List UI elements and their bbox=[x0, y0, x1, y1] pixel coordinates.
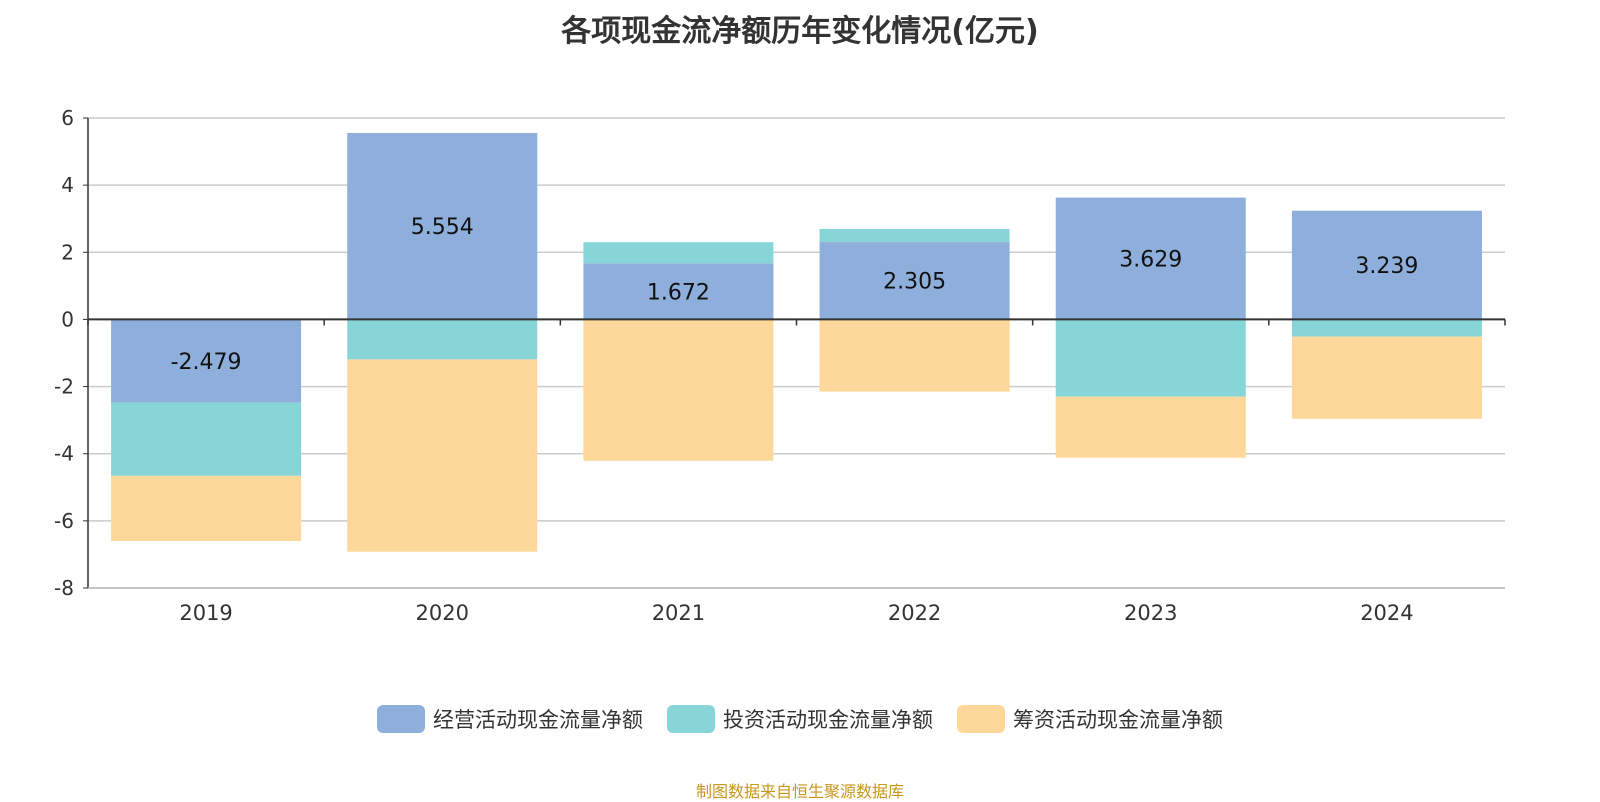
y-tick-label: 6 bbox=[61, 106, 74, 130]
bar-2023-s0 bbox=[1055, 197, 1246, 320]
legend-swatch bbox=[377, 705, 425, 733]
data-label: 5.554 bbox=[411, 215, 474, 240]
bar-2020-s2 bbox=[347, 359, 538, 552]
y-tick-label: 0 bbox=[61, 307, 74, 331]
bar-2024-s0 bbox=[1291, 210, 1482, 320]
y-tick-label: -2 bbox=[54, 375, 74, 399]
legend-label: 筹资活动现金流量净额 bbox=[1013, 708, 1223, 732]
x-tick-label: 2024 bbox=[1360, 601, 1413, 625]
y-tick-label: -6 bbox=[54, 509, 74, 533]
x-tick-label: 2021 bbox=[652, 601, 705, 625]
legend-item-investing[interactable]: 投资活动现金流量净额 bbox=[667, 704, 933, 734]
x-tick-label: 2022 bbox=[888, 601, 941, 625]
bar-2019-s2 bbox=[111, 475, 302, 541]
bar-2024-s1 bbox=[1291, 319, 1482, 337]
bar-2021-s2 bbox=[583, 319, 774, 461]
bar-chart: 6 4 2 0 -2 -4 -6 -8 -2.479 2019 5.554 2020 1.672 2021… bbox=[54, 106, 1506, 625]
source-note: 制图数据来自恒生聚源数据库 bbox=[695, 782, 904, 801]
bar-2019-s1 bbox=[111, 402, 302, 476]
chart-title: 各项现金流净额历年变化情况(亿元) bbox=[561, 14, 1039, 49]
data-label: -2.479 bbox=[171, 350, 242, 375]
data-label: 3.239 bbox=[1355, 254, 1418, 279]
bar-2019-s0 bbox=[111, 319, 302, 403]
legend-swatch bbox=[957, 705, 1005, 733]
y-tick-label: 4 bbox=[61, 173, 74, 197]
y-tick-label: 2 bbox=[61, 240, 74, 264]
data-label: 1.672 bbox=[647, 280, 710, 305]
bar-2021-s0 bbox=[583, 263, 774, 320]
x-tick-label: 2019 bbox=[179, 601, 232, 625]
data-label: 3.629 bbox=[1119, 248, 1182, 273]
legend-item-operating[interactable]: 经营活动现金流量净额 bbox=[377, 704, 643, 734]
x-tick-label: 2023 bbox=[1124, 601, 1177, 625]
legend-label: 经营活动现金流量净额 bbox=[433, 708, 643, 732]
x-tick-label: 2020 bbox=[416, 601, 469, 625]
legend-label: 投资活动现金流量净额 bbox=[723, 708, 933, 732]
bar-2020-s1 bbox=[347, 319, 538, 360]
bar-2023-s1 bbox=[1055, 319, 1246, 397]
legend-item-financing[interactable]: 筹资活动现金流量净额 bbox=[957, 704, 1223, 734]
legend: 经营活动现金流量净额 投资活动现金流量净额 筹资活动现金流量净额 bbox=[0, 704, 1600, 734]
bar-2022-s2 bbox=[819, 319, 1010, 392]
bar-2021-s1 bbox=[583, 242, 774, 264]
bar-2022-s0 bbox=[819, 242, 1010, 320]
bar-2020-s0 bbox=[347, 132, 538, 320]
data-label: 2.305 bbox=[883, 270, 946, 295]
bar-2024-s2 bbox=[1291, 336, 1482, 419]
legend-swatch bbox=[667, 705, 715, 733]
y-tick-label: -8 bbox=[54, 576, 74, 600]
bar-2023-s2 bbox=[1055, 396, 1246, 458]
y-tick-label: -4 bbox=[54, 442, 74, 466]
bar-2022-s1 bbox=[819, 228, 1010, 243]
